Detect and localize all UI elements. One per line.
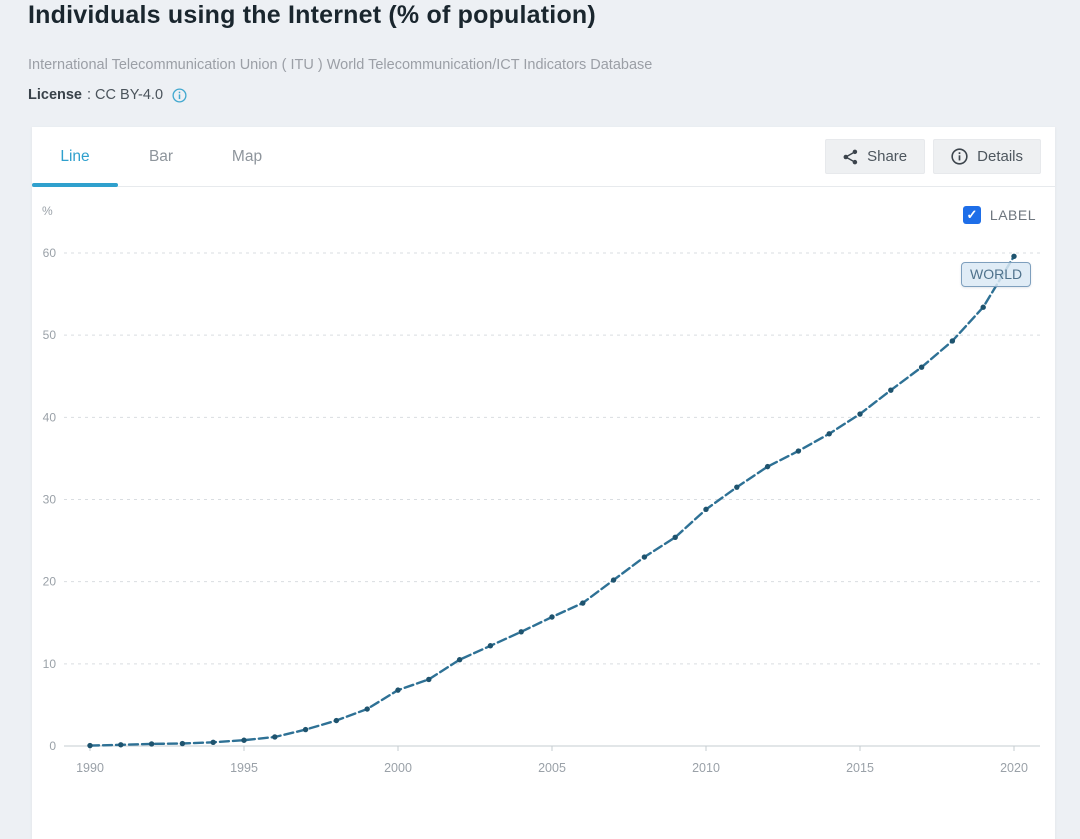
series-label-world[interactable]: WORLD [961,262,1032,287]
chart-type-tabs: Line Bar Map [32,127,1055,187]
chart-tabbar: Line Bar Map Share [32,127,1055,187]
license-label: License [28,87,82,103]
svg-text:20: 20 [43,575,57,589]
svg-text:40: 40 [43,410,57,424]
svg-text:50: 50 [43,328,57,342]
svg-text:60: 60 [43,246,57,260]
svg-text:10: 10 [43,657,57,671]
label-checkbox-text: LABEL [989,207,1036,223]
tab-line[interactable]: Line [32,127,118,187]
svg-text:2015: 2015 [846,761,874,775]
label-checkbox[interactable]: ✓ [962,206,981,224]
svg-text:30: 30 [43,492,57,506]
page-header: Individuals using the Internet (% of pop… [28,0,1048,103]
chart-card: Line Bar Map Share [32,127,1055,839]
license-info-icon[interactable] [172,87,187,103]
svg-text:2020: 2020 [1000,761,1028,775]
svg-text:2005: 2005 [538,761,566,775]
svg-text:1990: 1990 [76,761,104,775]
tab-map[interactable]: Map [231,147,263,165]
tab-bar[interactable]: Bar [148,147,174,165]
svg-text:2010: 2010 [692,761,720,775]
share-button[interactable]: Share [825,139,926,174]
info-icon [951,148,968,165]
svg-text:2000: 2000 [384,761,412,775]
license-value: : CC BY-4.0 [87,87,164,103]
details-button-label: Details [977,148,1023,165]
license-row: License : CC BY-4.0 [28,87,1048,103]
line-chart: % 0 10 20 30 40 50 60 1990 1995 2000 2005 2010 2015 20… [32,187,1055,838]
page-title: Individuals using the Internet (% of pop… [28,1,596,29]
details-button[interactable]: Details [933,139,1041,174]
label-checkbox-control[interactable]: ✓ LABEL [962,206,1036,224]
share-icon [843,149,858,165]
toolbar: Share Details [825,139,1041,174]
svg-text:1995: 1995 [230,761,258,775]
chart-canvas: % 0 10 20 30 40 50 60 1990 1995 2000 2005 2010 2015 20… [42,204,1040,775]
source-citation: International Telecommunication Union ( … [28,57,653,73]
svg-text:%: % [42,204,53,218]
share-button-label: Share [867,148,908,165]
svg-text:0: 0 [49,739,56,753]
